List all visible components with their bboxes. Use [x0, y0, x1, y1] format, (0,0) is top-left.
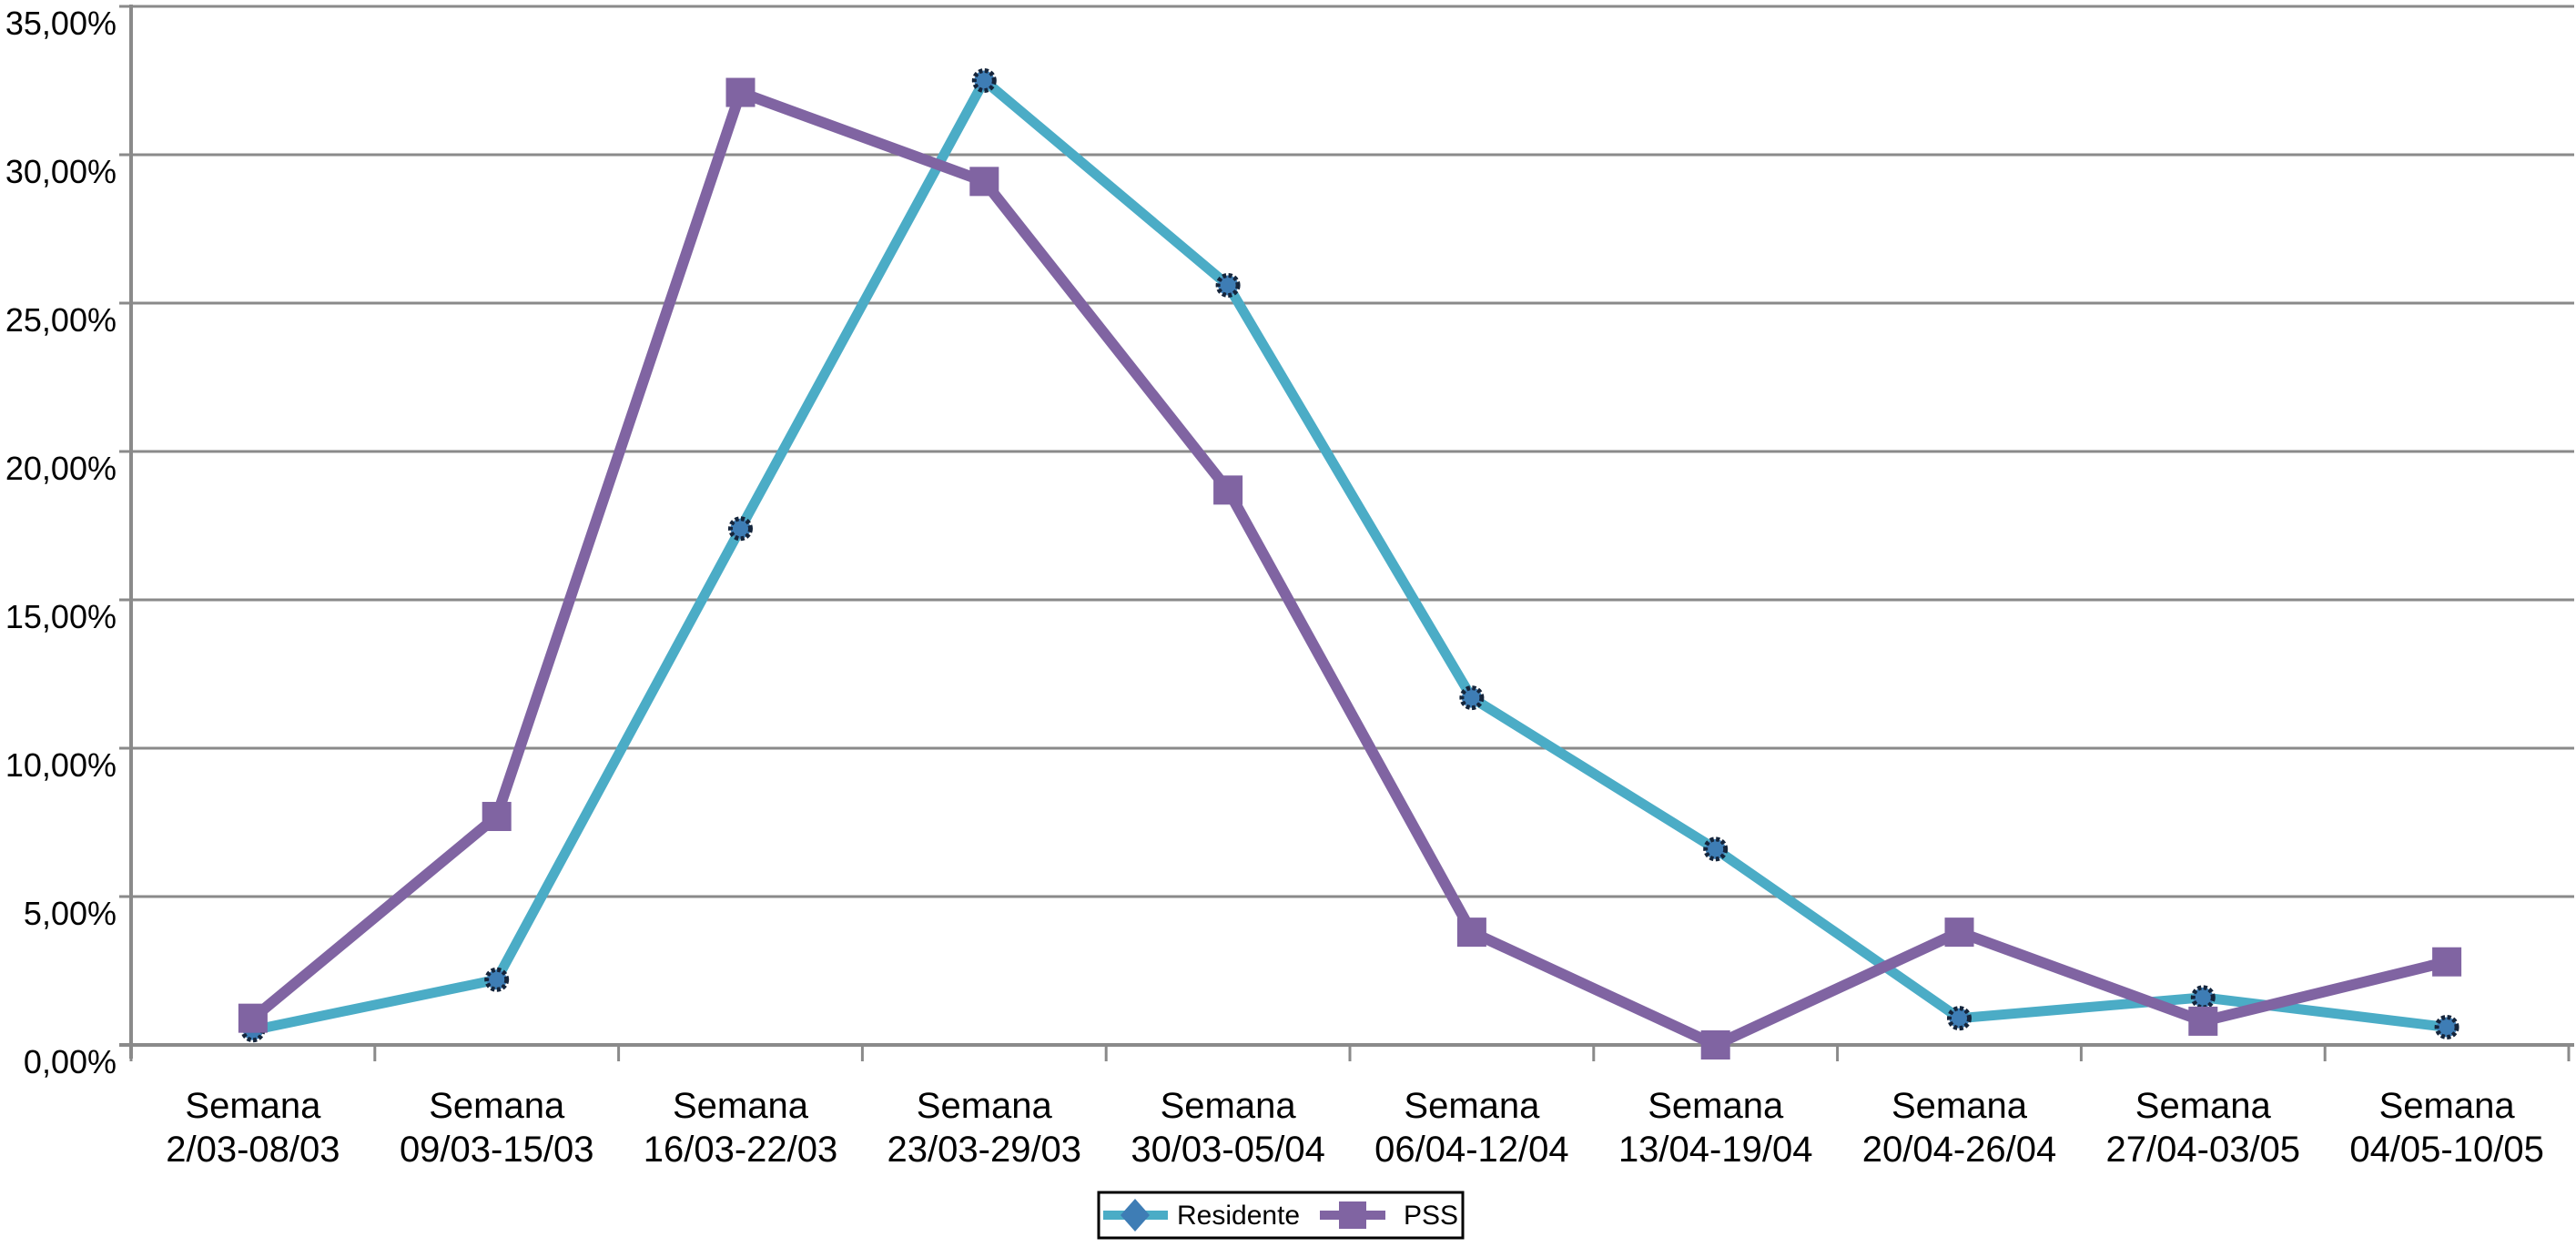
x-category-label-bottom: 20/04-26/04 — [1862, 1130, 2057, 1170]
data-point-residente — [484, 967, 510, 992]
y-tick-label: 10,00% — [5, 746, 117, 784]
x-category-label-top: Semana — [2135, 1086, 2272, 1126]
legend-label-residente: Residente — [1177, 1201, 1300, 1231]
data-point-pss — [482, 801, 512, 831]
x-category-label-top: Semana — [1161, 1086, 1297, 1126]
data-point-residente — [2434, 1014, 2459, 1039]
y-tick-label: 25,00% — [5, 301, 117, 339]
y-tick-label: 20,00% — [5, 450, 117, 487]
data-point-pss — [1700, 1030, 1730, 1059]
data-point-residente — [728, 516, 753, 542]
data-point-residente — [1703, 836, 1729, 862]
x-category-label-bottom: 13/04-19/04 — [1618, 1130, 1813, 1170]
series-line-pss — [247, 86, 2453, 1050]
x-category-label-top: Semana — [1404, 1086, 1540, 1126]
legend-label-pss: PSS — [1404, 1201, 1458, 1231]
data-point-pss — [2188, 1006, 2218, 1036]
legend-diamond-icon — [1121, 1199, 1150, 1232]
x-category-label-top: Semana — [185, 1086, 321, 1126]
x-category-label-bottom: 30/03-05/04 — [1131, 1130, 1325, 1170]
data-point-pss — [1456, 918, 1486, 948]
y-tick-label: 0,00% — [24, 1043, 117, 1080]
y-tick-label: 5,00% — [24, 895, 117, 932]
data-point-residente — [971, 68, 997, 93]
x-category-label-top: Semana — [1648, 1086, 1784, 1126]
y-tick-label: 30,00% — [5, 153, 117, 190]
x-category-label-bottom: 27/04-03/05 — [2106, 1130, 2301, 1170]
x-category-label-top: Semana — [917, 1086, 1053, 1126]
y-tick-label: 35,00% — [5, 5, 117, 42]
x-category-label-bottom: 06/04-12/04 — [1374, 1130, 1569, 1170]
x-category-label-top: Semana — [673, 1086, 809, 1126]
data-point-residente — [1459, 685, 1485, 711]
x-category-label-bottom: 23/03-29/03 — [887, 1130, 1082, 1170]
data-point-residente — [2190, 985, 2216, 1010]
y-tick-label: 15,00% — [5, 598, 117, 635]
data-point-pss — [1944, 918, 1974, 948]
data-point-residente — [1947, 1006, 1972, 1031]
x-category-label-bottom: 16/03-22/03 — [644, 1130, 838, 1170]
x-category-label-top: Semana — [1891, 1086, 2028, 1126]
data-point-pss — [2432, 947, 2462, 977]
data-point-residente — [1215, 272, 1241, 298]
data-point-pss — [1213, 475, 1243, 505]
x-category-label-bottom: 04/05-10/05 — [2349, 1130, 2544, 1170]
series-line-residente — [248, 76, 2452, 1036]
x-category-label-top: Semana — [2379, 1086, 2516, 1126]
legend-square-icon — [1339, 1201, 1366, 1229]
data-point-pss — [725, 77, 756, 107]
x-category-label-top: Semana — [429, 1086, 565, 1126]
x-category-label-bottom: 09/03-15/03 — [400, 1130, 594, 1170]
x-category-label-bottom: 2/03-08/03 — [166, 1130, 340, 1170]
data-point-pss — [969, 167, 999, 197]
data-point-pss — [238, 1003, 268, 1033]
